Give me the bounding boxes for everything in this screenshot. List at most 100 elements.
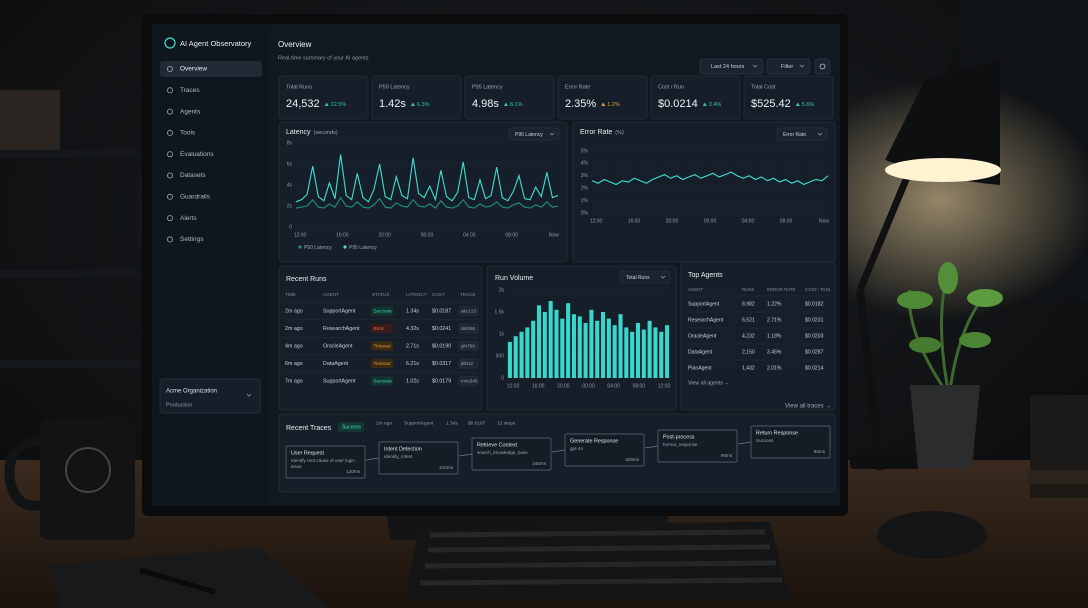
chevron bbox=[752, 64, 758, 68]
panel-title: Recent Traces bbox=[286, 425, 332, 432]
table-cell: SupportAgent bbox=[323, 378, 356, 384]
line-series bbox=[295, 154, 559, 203]
kpi-value: 1.42s bbox=[379, 98, 406, 110]
chart-selector[interactable] bbox=[776, 127, 828, 141]
table-cell: 2,150 bbox=[742, 349, 755, 355]
trace-node[interactable] bbox=[378, 441, 459, 475]
selector-label: Total Runs bbox=[626, 275, 650, 281]
y-tick-label: 1k bbox=[499, 331, 505, 337]
bar bbox=[554, 309, 559, 378]
kpi-label: Total Cost bbox=[751, 84, 776, 90]
trace-id[interactable]: ghi789 bbox=[461, 344, 475, 349]
bar bbox=[566, 303, 571, 378]
kpi-card bbox=[743, 75, 834, 120]
x-tick-label: 08:00 bbox=[505, 232, 518, 238]
nav-active[interactable] bbox=[160, 61, 262, 77]
node-duration: 120ms bbox=[346, 469, 360, 474]
bar bbox=[659, 331, 664, 378]
table-cell: 2.71s bbox=[406, 343, 419, 349]
nav-icon bbox=[166, 151, 173, 158]
table-cell: 2.01% bbox=[767, 365, 782, 371]
trace-chip[interactable] bbox=[458, 323, 479, 334]
trace-chip[interactable] bbox=[458, 376, 479, 386]
column-header: RUNS bbox=[742, 287, 755, 292]
trace-node[interactable] bbox=[285, 445, 366, 479]
range-label: Last 24 hours bbox=[711, 64, 745, 70]
bar bbox=[601, 312, 606, 378]
x-tick-label: 12:00 bbox=[507, 383, 520, 389]
status-text: Timeout bbox=[374, 344, 392, 350]
trace-chip[interactable] bbox=[458, 306, 479, 316]
bar bbox=[624, 327, 629, 378]
trace-id[interactable]: mno345 bbox=[461, 379, 478, 384]
nav-item[interactable]: Guardrails bbox=[180, 194, 211, 201]
x-tick-label: 04:00 bbox=[463, 232, 476, 238]
chart-title: Latency bbox=[286, 129, 311, 136]
view-all-link[interactable]: View all traces → bbox=[785, 404, 831, 410]
nav-item[interactable]: Settings bbox=[180, 236, 204, 243]
node-label: Intent Detection bbox=[384, 446, 422, 452]
legend-swatch bbox=[298, 245, 302, 249]
chart-selector[interactable] bbox=[619, 270, 671, 284]
bar bbox=[513, 336, 518, 378]
y-tick-label: 0 bbox=[501, 375, 504, 381]
kpi-value: $0.0214 bbox=[658, 98, 698, 110]
org-switcher[interactable] bbox=[159, 378, 261, 414]
bar bbox=[630, 331, 635, 378]
kpi-card bbox=[464, 75, 555, 120]
nav-item[interactable]: Alerts bbox=[180, 215, 197, 222]
table-cell: OracleAgent bbox=[323, 343, 353, 349]
node-duration: 95ms bbox=[721, 453, 733, 458]
status-text: Success bbox=[342, 425, 361, 431]
trace-node[interactable] bbox=[750, 425, 831, 459]
trace-node[interactable] bbox=[657, 429, 738, 463]
y-tick-label: 4% bbox=[581, 161, 589, 167]
nav-item[interactable]: Agents bbox=[180, 108, 201, 115]
bar bbox=[583, 323, 588, 378]
nav-icon bbox=[166, 215, 173, 222]
trace-node[interactable] bbox=[564, 433, 645, 467]
kpi-value: $525.42 bbox=[751, 98, 791, 110]
kpi-label: P95 Latency bbox=[472, 84, 503, 90]
range-button[interactable] bbox=[699, 58, 764, 75]
node-detail: identify_intent bbox=[384, 454, 413, 459]
trace-chip[interactable] bbox=[458, 341, 479, 351]
nav-item[interactable]: Datasets bbox=[180, 172, 206, 179]
nav-item[interactable]: Evaluations bbox=[180, 151, 214, 158]
kpi-value: 4.98s bbox=[472, 98, 499, 110]
status-badge bbox=[338, 422, 364, 432]
nav-item[interactable]: Overview bbox=[180, 66, 207, 73]
chart-selector[interactable] bbox=[508, 127, 560, 141]
refresh-icon bbox=[819, 63, 826, 70]
column-header: COST / RUN bbox=[805, 287, 830, 292]
x-tick-label: 08:00 bbox=[780, 218, 793, 224]
panel-title: Recent Runs bbox=[286, 276, 327, 283]
table-cell: SupportAgent bbox=[323, 308, 356, 314]
table-cell: 1,432 bbox=[742, 365, 755, 371]
keyboard bbox=[405, 522, 790, 600]
kpi-delta: 12.5% bbox=[331, 102, 347, 108]
table-cell: PlanAgent bbox=[688, 365, 712, 371]
filter-button[interactable] bbox=[766, 58, 811, 75]
table-cell: ResearchAgent bbox=[688, 317, 724, 323]
view-all-link[interactable]: View all agents → bbox=[688, 380, 729, 386]
trace-chip[interactable] bbox=[458, 358, 479, 369]
nav-icon bbox=[166, 108, 173, 115]
trace-connector bbox=[551, 449, 566, 453]
y-tick-label: 1% bbox=[581, 198, 589, 204]
kpi-trend-arrow bbox=[324, 102, 329, 106]
trace-id[interactable]: abc123 bbox=[461, 309, 477, 314]
nav-item[interactable]: Traces bbox=[180, 87, 200, 94]
status-badge bbox=[371, 324, 393, 333]
nav-icon bbox=[166, 129, 173, 136]
trace-id[interactable]: jkl012 bbox=[460, 361, 473, 366]
nav-item[interactable]: Tools bbox=[180, 130, 196, 137]
table-cell: 1.18% bbox=[767, 333, 782, 339]
refresh-button[interactable] bbox=[814, 58, 831, 75]
trace-node[interactable] bbox=[471, 437, 552, 471]
table-cell: 4,232 bbox=[742, 333, 755, 339]
x-tick-label: 20:00 bbox=[378, 232, 391, 238]
kpi-delta: 6.3% bbox=[417, 102, 430, 108]
trace-id[interactable]: def456 bbox=[461, 326, 475, 331]
table-cell: $0.0190 bbox=[432, 343, 451, 349]
